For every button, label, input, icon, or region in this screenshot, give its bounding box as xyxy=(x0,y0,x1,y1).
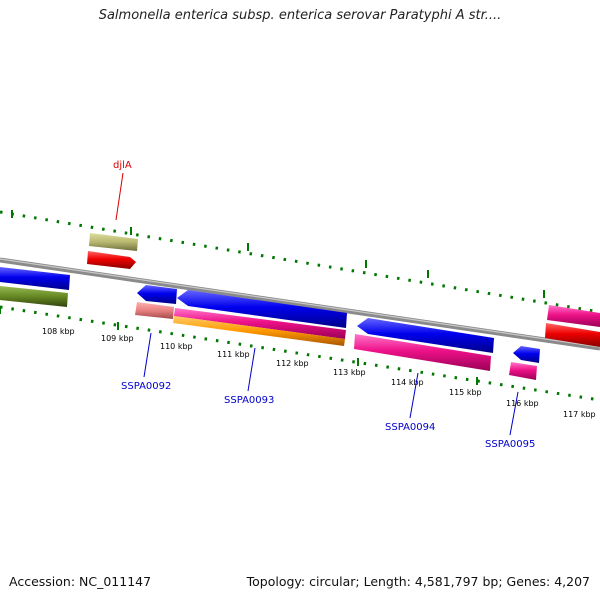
outer-tick-track xyxy=(0,210,600,314)
sspa0092-leader xyxy=(143,332,152,378)
sspa0093-leader xyxy=(247,347,256,392)
gene-sspa0093[interactable] xyxy=(177,290,347,328)
tick-label-111: 111 kbp xyxy=(217,350,250,359)
accession-text: Accession: NC_011147 xyxy=(9,574,152,589)
gene-label-djla[interactable]: djlA xyxy=(113,160,132,171)
gene-sspa0094[interactable] xyxy=(357,318,494,353)
gene-djla[interactable] xyxy=(89,233,138,251)
gene-red-forward[interactable] xyxy=(87,251,136,269)
map-title: Salmonella enterica subsp. enterica sero… xyxy=(98,8,502,23)
gene-label-sspa0092[interactable]: SSPA0092 xyxy=(121,381,171,392)
gene-label-sspa0093[interactable]: SSPA0093 xyxy=(224,395,274,406)
sspa0094-leader xyxy=(409,372,419,419)
gene-orange[interactable] xyxy=(173,316,345,346)
gene-left-green[interactable] xyxy=(0,286,68,307)
djla-leader xyxy=(115,172,124,221)
gene-label-sspa0094[interactable]: SSPA0094 xyxy=(385,422,435,433)
gene-salmon[interactable] xyxy=(135,302,174,319)
gene-sspa0095[interactable] xyxy=(513,346,540,363)
tick-label-112: 112 kbp xyxy=(276,359,309,368)
outer-major-ticks xyxy=(11,210,545,298)
sspa0095-leader xyxy=(509,391,519,436)
gene-right-pink[interactable] xyxy=(547,305,600,327)
genome-summary-text: Topology: circular; Length: 4,581,797 bp… xyxy=(246,574,590,589)
tick-label-116: 116 kbp xyxy=(506,399,539,408)
gene-label-sspa0095[interactable]: SSPA0095 xyxy=(485,439,535,450)
gene-right-red[interactable] xyxy=(545,323,600,347)
tick-label-115: 115 kbp xyxy=(449,388,482,397)
tick-label-117: 117 kbp xyxy=(563,410,596,419)
gene-sspa0092[interactable] xyxy=(137,285,177,304)
tick-label-108: 108 kbp xyxy=(42,327,75,336)
tick-label-113: 113 kbp xyxy=(333,368,366,377)
gene-left-blue[interactable] xyxy=(0,267,70,290)
gene-pink-mid[interactable] xyxy=(174,308,346,339)
gene-pink-right[interactable] xyxy=(354,334,491,371)
genome-backbone xyxy=(0,257,600,351)
inner-major-ticks xyxy=(0,306,478,385)
tick-label-109: 109 kbp xyxy=(101,334,134,343)
tick-label-110: 110 kbp xyxy=(160,342,193,351)
tick-label-114: 114 kbp xyxy=(391,378,424,387)
gene-pink-small[interactable] xyxy=(509,362,537,380)
